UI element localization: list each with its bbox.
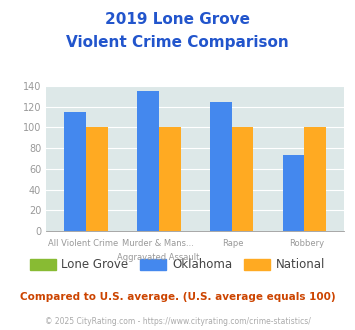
Text: Violent Crime Comparison: Violent Crime Comparison	[66, 35, 289, 50]
Text: Aggravated Assault: Aggravated Assault	[117, 253, 199, 262]
Bar	[159, 127, 181, 231]
Text: Compared to U.S. average. (U.S. average equals 100): Compared to U.S. average. (U.S. average …	[20, 292, 335, 302]
Bar	[137, 91, 159, 231]
Legend: Lone Grove, Oklahoma, National: Lone Grove, Oklahoma, National	[29, 258, 326, 271]
Bar	[86, 127, 108, 231]
Text: Robbery: Robbery	[290, 239, 324, 248]
Bar	[283, 155, 304, 231]
Bar	[304, 127, 326, 231]
Text: All Violent Crime: All Violent Crime	[48, 239, 119, 248]
Text: Rape: Rape	[222, 239, 243, 248]
Text: 2019 Lone Grove: 2019 Lone Grove	[105, 12, 250, 26]
Bar	[64, 112, 86, 231]
Bar	[210, 102, 231, 231]
Bar	[231, 127, 253, 231]
Text: © 2025 CityRating.com - https://www.cityrating.com/crime-statistics/: © 2025 CityRating.com - https://www.city…	[45, 317, 310, 326]
Text: Murder & Mans...: Murder & Mans...	[122, 239, 194, 248]
